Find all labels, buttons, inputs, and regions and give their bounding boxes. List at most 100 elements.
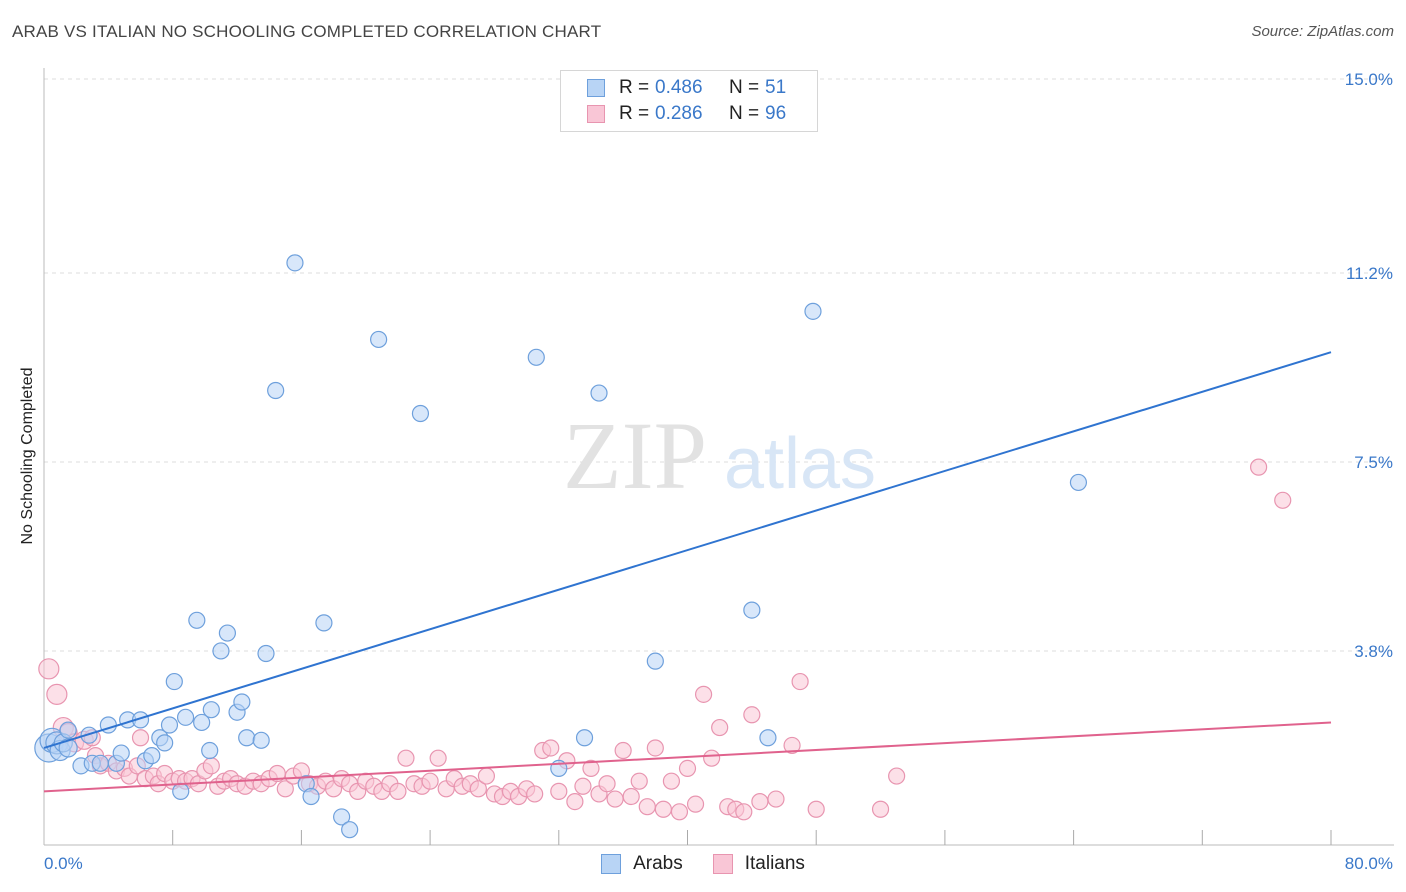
watermark: ZIP atlas [563,402,876,509]
italians-point [888,767,906,785]
arabs-trendline [43,351,1332,749]
italians-point [638,798,656,816]
arabs-point [333,808,351,826]
arabs-point [143,747,161,765]
arabs-point [1069,473,1088,492]
italians-legend-label: Italians [744,853,805,874]
italians-point [421,772,439,790]
grid-lines [44,78,1394,652]
italians-point [703,749,721,767]
arabs-point [156,734,174,752]
italians-point [1250,458,1268,476]
italians-point [871,800,890,818]
italians-point [542,739,560,757]
legend-r-value: 0.286 [655,103,703,124]
italians-point [131,729,150,747]
italians-point [678,759,697,778]
italians-point [807,800,825,818]
arabs-point [218,624,236,642]
arabs-point [91,754,109,772]
x-tick-label: 80.0% [1345,854,1393,873]
arabs-point [804,302,822,320]
legend-r-label: R = [619,77,650,98]
italians-point [606,790,624,808]
legend-item-arabs[interactable]: Arabs [601,853,683,875]
trendlines [43,351,1332,793]
italians-point [1274,491,1292,509]
chart-title: ARAB VS ITALIAN NO SCHOOLING COMPLETED C… [12,22,602,41]
italians-point [389,782,407,800]
y-tick-label: 7.5% [1354,453,1393,472]
arabs-point [172,782,190,800]
watermark-atlas: atlas [724,424,876,504]
italians-point [751,792,769,811]
italians-point [622,787,640,806]
arabs-point [201,741,219,760]
arabs-point [176,708,195,726]
italians-point [477,767,496,785]
arabs-point [341,821,359,839]
legend-n-value: 51 [765,77,787,98]
arabs-point [233,693,251,711]
legend-n-label: N = [729,103,760,124]
italians-point [614,741,632,760]
italians-point [429,749,447,767]
italians-point [783,736,801,755]
italians-point [566,792,584,811]
italians-point [397,749,415,767]
italians-trendline [43,721,1332,793]
arabs-point [743,601,761,619]
arabs-point [58,738,78,758]
arabs-point [59,721,77,739]
italians-point [711,718,729,737]
italians-point [630,772,648,790]
legend-r-label: R = [619,103,650,124]
legend-n-value: 96 [765,103,787,124]
arabs-legend-label: Arabs [633,853,683,874]
arabs-series [34,254,1088,839]
y-tick-label: 3.8% [1354,642,1393,661]
legend-row-arabs: R = 0.486 N = 51 [587,75,786,101]
arabs-point [527,348,545,366]
italians-swatch [587,105,605,123]
arabs-point [252,731,270,749]
y-tick-label: 11.2% [1346,264,1393,283]
arabs-point [302,787,320,806]
legend-item-italians[interactable]: Italians [712,853,805,875]
italians-point [694,685,713,703]
arabs-legend-swatch [601,854,622,874]
legend-n-label: N = [729,77,760,98]
italians-point [662,772,681,790]
italians-point [654,800,672,818]
italians-point [550,782,568,800]
italians-point [526,785,544,803]
italians-point [598,775,616,793]
arabs-point [315,614,333,632]
arabs-point [370,330,388,349]
arabs-point [193,713,211,732]
x-tick-label: 0.0% [44,854,83,873]
source-label: Source: ZipAtlas.com [1251,23,1394,40]
arabs-point [267,381,285,400]
italians-point [767,790,785,808]
tick-labels: 3.8% 7.5% 11.2% 15.0% 0.0% 80.0% [44,70,1393,873]
italians-point [670,803,689,821]
italians-point [276,780,294,798]
italians-point [38,658,60,680]
arabs-point [411,404,430,423]
arabs-point [212,642,230,660]
italians-legend-swatch [712,854,733,874]
italians-point [646,739,664,757]
italians-point [469,780,487,798]
arabs-point [80,726,98,744]
italians-point [791,672,809,691]
arabs-point [646,652,664,670]
italians-point [743,706,761,724]
y-tick-label: 15.0% [1345,70,1393,89]
arabs-point [286,254,304,272]
axes [43,68,1394,846]
italians-point [582,759,600,778]
italians-point [686,795,705,813]
arabs-point [257,644,275,663]
